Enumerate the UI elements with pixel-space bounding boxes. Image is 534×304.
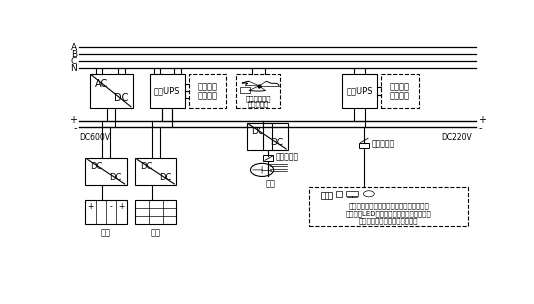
Text: 智能断路器: 智能断路器 [276, 153, 299, 161]
Bar [240, 88, 250, 93]
Text: 水器、门禁、饮水机、烧水壶等: 水器、门禁、饮水机、烧水壶等 [359, 217, 418, 224]
Text: 打印机、风扇: 打印机、风扇 [246, 95, 271, 102]
Text: 单相UPS: 单相UPS [346, 86, 373, 95]
Bar [247, 123, 288, 150]
Bar [263, 155, 273, 161]
Bar [359, 143, 369, 148]
Text: DC: DC [270, 138, 284, 147]
Text: A: A [71, 43, 77, 51]
Bar [85, 158, 127, 185]
Bar [150, 74, 185, 108]
Bar [135, 200, 176, 224]
Text: DC: DC [252, 127, 264, 136]
Text: +: + [87, 202, 93, 211]
Text: 三相UPS: 三相UPS [154, 86, 180, 95]
Text: +: + [478, 115, 486, 125]
Text: DC: DC [90, 162, 103, 171]
Text: C: C [71, 57, 77, 66]
Bar [346, 191, 358, 196]
Bar [135, 158, 176, 185]
Bar [85, 200, 127, 224]
Bar [381, 74, 419, 108]
Text: 空调: 空调 [265, 179, 276, 188]
Text: DC: DC [159, 173, 171, 182]
Text: 智能断路器: 智能断路器 [371, 140, 395, 149]
Bar [342, 74, 377, 108]
Text: DC600V: DC600V [79, 133, 110, 142]
Text: -: - [74, 123, 77, 133]
Text: DC: DC [140, 162, 152, 171]
Text: 光伏: 光伏 [151, 228, 161, 237]
Text: +: + [118, 202, 124, 211]
Text: 电脑、投影仪、电视、冰箱、空气净化器、: 电脑、投影仪、电视、冰箱、空气净化器、 [348, 203, 429, 209]
Bar [309, 188, 468, 226]
Bar [321, 192, 332, 199]
Text: DC: DC [114, 93, 128, 103]
Bar [90, 74, 133, 108]
Text: （三相）: （三相） [198, 92, 217, 101]
Text: DC220V: DC220V [442, 133, 473, 142]
Text: 重要负荷: 重要负荷 [390, 82, 410, 91]
Text: 重要负荷: 重要负荷 [198, 82, 217, 91]
Text: -: - [109, 202, 112, 211]
Text: DC: DC [109, 173, 122, 182]
Text: +: + [69, 115, 77, 125]
Text: 电磁炉、LED、手机、摄像头、自动感应冲: 电磁炉、LED、手机、摄像头、自动感应冲 [345, 210, 431, 217]
Text: -: - [478, 123, 482, 133]
Text: 等交流负荷: 等交流负荷 [248, 101, 269, 107]
Text: N: N [70, 64, 77, 73]
Text: B: B [71, 50, 77, 59]
Text: （单相）: （单相） [390, 92, 410, 101]
Bar [336, 191, 342, 197]
Text: 储能: 储能 [101, 228, 111, 237]
Bar [237, 74, 280, 108]
Bar [189, 74, 226, 108]
Text: AC: AC [95, 79, 108, 89]
